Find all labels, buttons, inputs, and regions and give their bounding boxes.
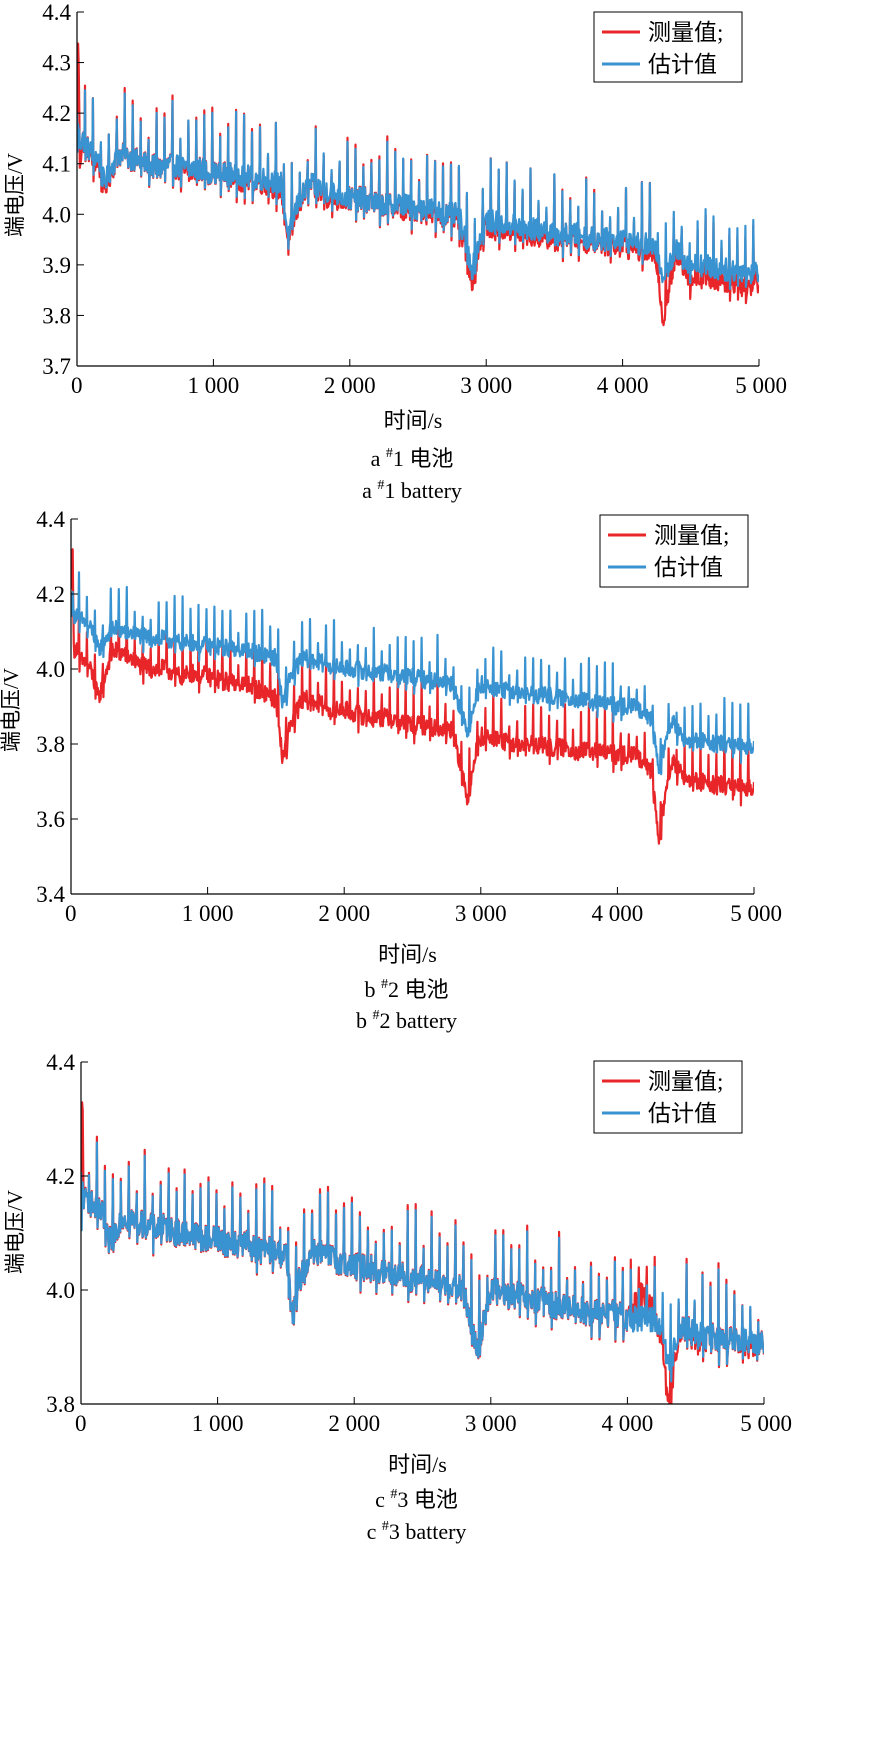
y-axis-label: 端电压/V <box>3 153 27 237</box>
plot-area <box>77 42 759 327</box>
x-tick-label: 1 000 <box>192 1411 244 1436</box>
y-tick-label: 4.4 <box>42 0 71 25</box>
series-line-estimated <box>77 89 759 291</box>
caption-number: 3 电池 <box>397 1487 458 1512</box>
caption-letter: b <box>356 1008 373 1033</box>
caption-hash: # <box>372 1008 379 1023</box>
caption-hash: # <box>390 1487 397 1502</box>
legend: 测量值; 估计值 <box>593 1060 743 1134</box>
x-tick-label: 5 000 <box>735 373 787 398</box>
x-tick-label: 0 <box>71 373 83 398</box>
y-tick-label: 4.0 <box>42 202 71 227</box>
y-tick-label: 4.0 <box>36 657 65 682</box>
legend-label-estimated: 估计值 <box>648 1101 717 1126</box>
caption-en: c #3 battery <box>367 1519 467 1544</box>
caption-number: 1 battery <box>384 478 462 503</box>
caption-letter: a <box>371 446 386 471</box>
caption-en: b #2 battery <box>356 1008 457 1033</box>
x-axis-label: 时间/s <box>384 408 443 433</box>
chart-panel-1: 3.7 3.8 3.9 4.0 4.1 4.2 4.3 4.4 0 1 000 2 000 3 000… <box>3 0 787 503</box>
x-tick-label: 4 000 <box>592 901 644 926</box>
x-tick-label: 5 000 <box>740 1411 792 1436</box>
series-line-estimated <box>81 1141 764 1383</box>
legend-label-measured: 测量值; <box>648 20 723 45</box>
caption-cn: b #2 电池 <box>364 977 448 1002</box>
chart-panel-2: 3.4 3.6 3.8 4.0 4.2 4.4 0 1 000 2 000 3 000 4 000 5… <box>0 507 782 1033</box>
x-tick-label: 3 000 <box>465 1411 517 1436</box>
y-tick-label: 3.8 <box>42 303 71 328</box>
caption-cn: c #3 电池 <box>375 1487 458 1512</box>
x-tick-label: 3 000 <box>460 373 512 398</box>
x-tick-label: 2 000 <box>328 1411 380 1436</box>
legend-label-estimated: 估计值 <box>648 52 717 77</box>
caption-number: 3 battery <box>389 1519 467 1544</box>
caption-letter: a <box>362 478 377 503</box>
legend: 测量值; 估计值 <box>599 514 749 588</box>
x-tick-label: 4 000 <box>597 373 649 398</box>
legend-box <box>593 1060 743 1134</box>
x-tick-label: 4 000 <box>602 1411 654 1436</box>
caption-letter: b <box>364 977 381 1002</box>
y-tick-label: 4.4 <box>46 1050 75 1075</box>
legend-label-measured: 测量值; <box>654 523 729 548</box>
legend-label-measured: 测量值; <box>648 1069 723 1094</box>
caption-number: 2 battery <box>379 1008 457 1033</box>
caption-cn: a #1 电池 <box>371 446 454 471</box>
series-line-measured <box>71 548 754 845</box>
y-tick-label: 4.1 <box>42 152 71 177</box>
caption-letter: c <box>375 1487 390 1512</box>
x-tick-label: 1 000 <box>188 373 240 398</box>
x-tick-label: 0 <box>75 1411 87 1436</box>
x-axis-label: 时间/s <box>378 942 437 967</box>
y-axis-label: 端电压/V <box>0 668 23 752</box>
x-tick-label: 2 000 <box>318 901 370 926</box>
x-axis-label: 时间/s <box>388 1452 447 1477</box>
legend-label-estimated: 估计值 <box>654 555 723 580</box>
x-tick-label: 1 000 <box>182 901 234 926</box>
chart-panel-3: 3.8 4.0 4.2 4.4 0 1 000 2 000 3 000 4 000 5 000 时间… <box>3 1050 792 1544</box>
y-tick-label: 3.6 <box>36 807 65 832</box>
x-tick-label: 3 000 <box>455 901 507 926</box>
y-tick-label: 3.9 <box>42 253 71 278</box>
legend-box <box>593 11 743 83</box>
y-tick-label: 3.4 <box>36 882 65 907</box>
x-tick-label: 2 000 <box>324 373 376 398</box>
caption-hash: # <box>377 478 384 493</box>
caption-hash: # <box>382 1519 389 1534</box>
caption-letter: c <box>367 1519 382 1544</box>
plot-area <box>81 1101 764 1404</box>
legend-box <box>599 514 749 588</box>
x-tick-label: 0 <box>65 901 77 926</box>
y-tick-label: 4.3 <box>42 51 71 76</box>
y-tick-label: 3.7 <box>42 354 71 379</box>
plot-area <box>71 548 754 845</box>
y-tick-label: 4.2 <box>42 101 71 126</box>
caption-en: a #1 battery <box>362 478 462 503</box>
y-axis-label: 端电压/V <box>3 1190 27 1274</box>
y-tick-label: 3.8 <box>46 1392 75 1417</box>
caption-hash: # <box>386 446 393 461</box>
caption-number: 1 电池 <box>393 446 454 471</box>
y-tick-label: 4.0 <box>46 1278 75 1303</box>
y-tick-label: 4.2 <box>36 582 65 607</box>
x-tick-label: 5 000 <box>730 901 782 926</box>
caption-number: 2 电池 <box>388 977 449 1002</box>
y-tick-label: 4.2 <box>46 1164 75 1189</box>
legend: 测量值; 估计值 <box>593 11 743 83</box>
caption-hash: # <box>381 977 388 992</box>
y-tick-label: 4.4 <box>36 507 65 532</box>
y-tick-label: 3.8 <box>36 732 65 757</box>
series-line-estimated <box>71 571 754 776</box>
